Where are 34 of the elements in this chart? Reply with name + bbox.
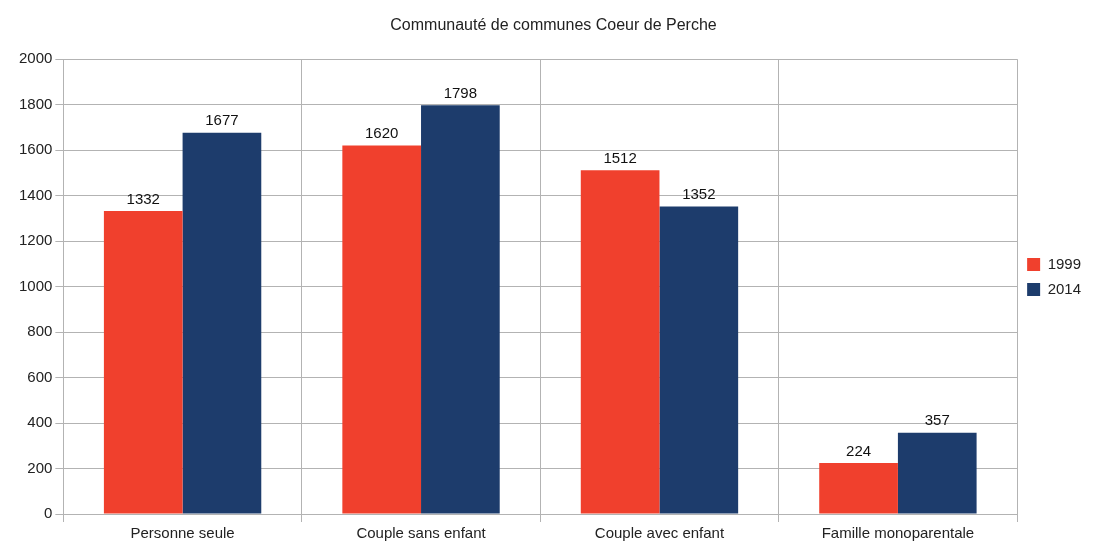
bar xyxy=(342,145,422,514)
data-label: 1352 xyxy=(682,185,716,203)
data-label: 224 xyxy=(846,441,872,459)
y-tick-label: 1200 xyxy=(18,231,53,249)
data-label: 357 xyxy=(924,411,950,429)
y-tick-label: 2000 xyxy=(18,49,53,67)
bar xyxy=(182,132,262,514)
x-tick-label: Couple sans enfant xyxy=(356,524,487,542)
data-label: 1620 xyxy=(365,124,399,142)
y-tick-label: 1400 xyxy=(18,185,53,203)
data-label: 1798 xyxy=(443,83,478,101)
data-label: 1512 xyxy=(603,148,637,166)
y-tick-label: 1000 xyxy=(18,276,53,294)
legend-label: 1999 xyxy=(1047,254,1082,272)
x-tick-label: Couple avec enfant xyxy=(594,524,725,542)
legend-label: 2014 xyxy=(1047,279,1082,297)
chart-title: Communauté de communes Coeur de Perche xyxy=(390,16,717,34)
bar xyxy=(421,105,500,514)
bar xyxy=(897,432,977,514)
x-tick-label: Famille monoparentale xyxy=(821,524,975,542)
y-tick-label: 1600 xyxy=(18,140,53,158)
bar xyxy=(103,211,183,514)
data-label: 1677 xyxy=(205,111,239,129)
y-tick-label: 0 xyxy=(44,504,53,522)
bar xyxy=(819,463,898,514)
x-tick-label: Personne seule xyxy=(130,524,235,542)
y-tick-label: 400 xyxy=(27,413,53,431)
bar xyxy=(659,206,739,514)
y-tick-label: 600 xyxy=(27,367,53,385)
y-tick-label: 800 xyxy=(27,322,53,340)
y-tick-label: 1800 xyxy=(18,94,53,112)
bar xyxy=(580,170,660,514)
y-tick-label: 200 xyxy=(27,458,53,476)
data-label: 1332 xyxy=(126,189,160,207)
